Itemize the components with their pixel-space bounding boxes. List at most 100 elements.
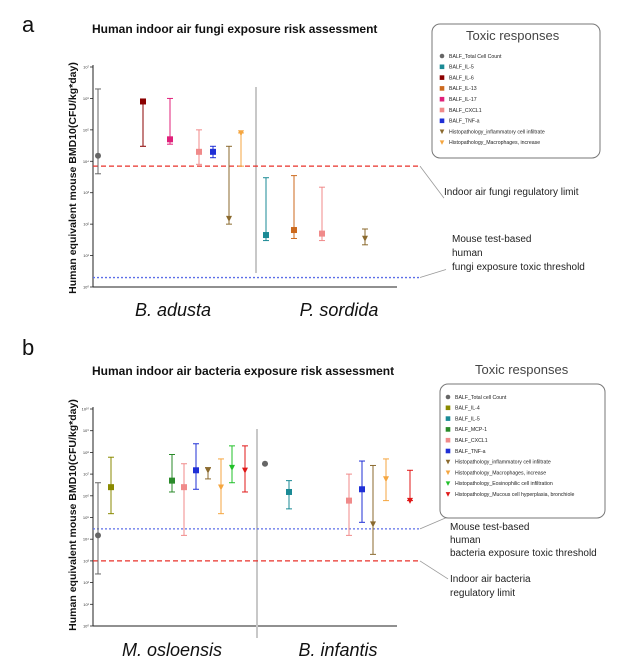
legend-label: BALF_Total cell Count	[455, 395, 507, 401]
legend-marker	[439, 53, 445, 59]
y-tick-label: 10⁹	[83, 428, 89, 433]
legend-label: Histopathology_Macrophages, increase	[455, 470, 546, 476]
legend-label: BALF_IL-5	[449, 65, 474, 71]
fungi-toxic-threshold-label-line3: fungi exposure toxic threshold	[452, 262, 585, 273]
legend-label: Histopathology_Eosinophilic cell infiltr…	[455, 481, 553, 487]
reference-leader-line	[419, 269, 447, 278]
legend-marker	[445, 416, 451, 421]
data-point	[218, 484, 224, 491]
panel-a-category-labels: B. adusta P. sordida	[135, 300, 378, 320]
legend-label: BALF_CXCL1	[455, 438, 488, 444]
legend-label: BALF_TNF-a	[449, 119, 480, 125]
bacteria-regulatory-limit-label-line2: regulatory limit	[450, 588, 515, 599]
legend-marker	[445, 448, 451, 454]
panel-a-plot-area: 10⁰ 10¹ 10² 10³ 10⁴ 10⁵ 10⁶ 10⁷	[83, 65, 447, 290]
panel-a-y-axis-label: Human equivalent mouse BMD10(CFU/kg*day)	[67, 62, 79, 294]
panel-a-legend-items: BALF_Total Cell Count BALF_IL-5 BALF_IL-6 B…	[439, 53, 545, 146]
data-point	[383, 476, 389, 483]
legend-label: BALF_IL-5	[455, 416, 480, 422]
data-point	[362, 235, 368, 242]
data-point	[193, 467, 199, 474]
legend-label: BALF_MCP-1	[455, 427, 487, 433]
legend-marker	[445, 459, 451, 465]
data-point	[229, 464, 235, 471]
legend-label: Histopathology_Macrophages, increase	[449, 140, 540, 146]
panel-b-legend-title: Toxic responses	[475, 362, 569, 377]
legend-marker	[445, 437, 451, 443]
fungi-toxic-threshold-label-line1: Mouse test-based	[452, 234, 532, 245]
legend-marker	[439, 75, 445, 80]
panel-b-y-axis-label: Human equivalent mouse BMD10(CFU/kg*day)	[67, 399, 79, 631]
y-tick-label: 10⁵	[83, 515, 89, 520]
data-point	[242, 467, 248, 474]
y-tick-label: 10³	[83, 190, 89, 195]
data-point	[181, 484, 187, 491]
panel-b-legend-box	[439, 383, 606, 519]
y-tick-label: 10²	[83, 580, 89, 585]
panel-a: a Human indoor air fungi exposure risk a…	[22, 12, 601, 320]
legend-marker	[445, 481, 451, 486]
data-point	[370, 521, 376, 528]
legend-marker	[445, 405, 451, 411]
reference-leader-line	[419, 165, 445, 199]
reference-leader-line	[419, 560, 449, 580]
panel-b-category-label: B. infantis	[298, 640, 377, 660]
panel-b-annotations: Mouse test-based human bacteria exposure…	[450, 522, 597, 599]
data-point	[238, 130, 244, 137]
y-tick-label: 10²	[83, 222, 89, 227]
y-tick-label: 10⁷	[83, 65, 89, 70]
legend-marker	[439, 129, 445, 135]
fungi-regulatory-limit-label: Indoor air fungi regulatory limit	[444, 187, 579, 198]
y-tick-label: 10⁸	[83, 450, 89, 455]
panel-b-title: Human indoor air bacteria exposure risk …	[92, 364, 394, 378]
data-point	[346, 497, 352, 504]
reference-leader-line	[419, 516, 449, 530]
panel-a-letter: a	[22, 12, 35, 37]
y-tick-label: 10³	[83, 558, 89, 563]
data-point	[167, 136, 173, 143]
bacteria-toxic-threshold-label-line2: human	[450, 535, 481, 546]
data-point	[263, 232, 269, 239]
legend-label: BALF_IL-6	[449, 75, 474, 81]
legend-label: BALF_IL-13	[449, 86, 477, 92]
panel-a-category-label: P. sordida	[300, 300, 379, 320]
panel-a-legend-box	[431, 23, 601, 159]
y-tick-label: 10¹	[83, 253, 89, 258]
panel-b-category-label: M. osloensis	[122, 640, 222, 660]
data-point	[407, 497, 413, 504]
legend-marker	[445, 427, 451, 432]
panel-b-letter: b	[22, 335, 34, 360]
y-tick-label: 10⁴	[83, 159, 89, 164]
data-point	[196, 148, 202, 155]
fungi-toxic-threshold-label-line2: human	[452, 248, 483, 259]
data-point	[210, 148, 216, 155]
data-point	[319, 230, 325, 237]
data-point	[205, 467, 211, 474]
y-tick-label: 10¹⁰	[82, 407, 90, 412]
legend-marker	[439, 107, 445, 113]
y-tick-label: 10⁰	[83, 285, 89, 290]
data-point	[262, 460, 268, 467]
data-point	[226, 215, 232, 222]
y-tick-label: 10⁶	[83, 96, 89, 101]
data-point	[291, 227, 297, 234]
data-point	[286, 488, 292, 495]
panel-a-title: Human indoor air fungi exposure risk ass…	[92, 22, 377, 36]
y-tick-label: 10⁷	[83, 472, 89, 477]
data-point	[140, 98, 146, 105]
legend-marker	[439, 86, 445, 91]
panel-a-legend-title: Toxic responses	[466, 28, 560, 43]
bacteria-regulatory-limit-label-line1: Indoor air bacteria	[450, 574, 531, 585]
legend-marker	[445, 492, 451, 497]
legend-label: Histopathology_inflammatory cell infiltr…	[449, 129, 545, 135]
legend-marker	[439, 118, 445, 124]
panel-b-legend: Toxic responses BALF_Total cell CountBAL…	[439, 362, 606, 519]
data-point	[95, 152, 101, 159]
panel-b-legend-items: BALF_Total cell Count BALF_IL-4 BALF_IL-5 B…	[445, 394, 574, 498]
panel-a-annotations: Indoor air fungi regulatory limit Mouse …	[444, 187, 585, 273]
legend-label: Histopathology_Mucous cell hyperplasia, …	[455, 492, 574, 498]
panel-b-plot-area: 10⁰ 10¹ 10² 10³ 10⁴ 10⁵ 10⁶ 10⁷ 10⁸ 10⁹ 10¹⁰	[82, 407, 449, 638]
data-point	[95, 532, 101, 539]
legend-marker	[445, 394, 451, 400]
